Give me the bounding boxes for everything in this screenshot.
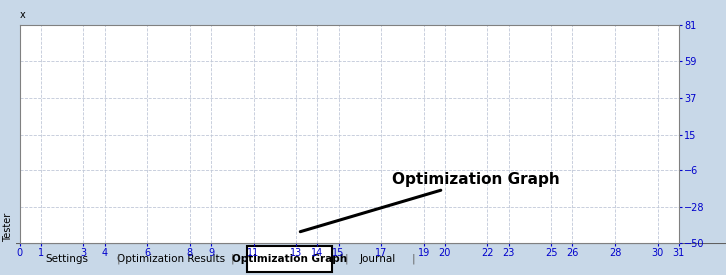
FancyBboxPatch shape [247,246,332,273]
Text: |: | [117,253,121,264]
Text: Settings: Settings [46,254,89,263]
Text: x: x [20,10,25,20]
Text: Optimization Graph: Optimization Graph [301,172,560,232]
Text: Optimization Graph: Optimization Graph [232,254,347,263]
Text: Journal: Journal [360,254,396,263]
Text: |: | [231,253,234,264]
Text: |: | [344,253,348,264]
Text: Tester: Tester [3,213,13,242]
Text: |: | [412,253,415,264]
Text: Optimization Results: Optimization Results [117,254,225,263]
